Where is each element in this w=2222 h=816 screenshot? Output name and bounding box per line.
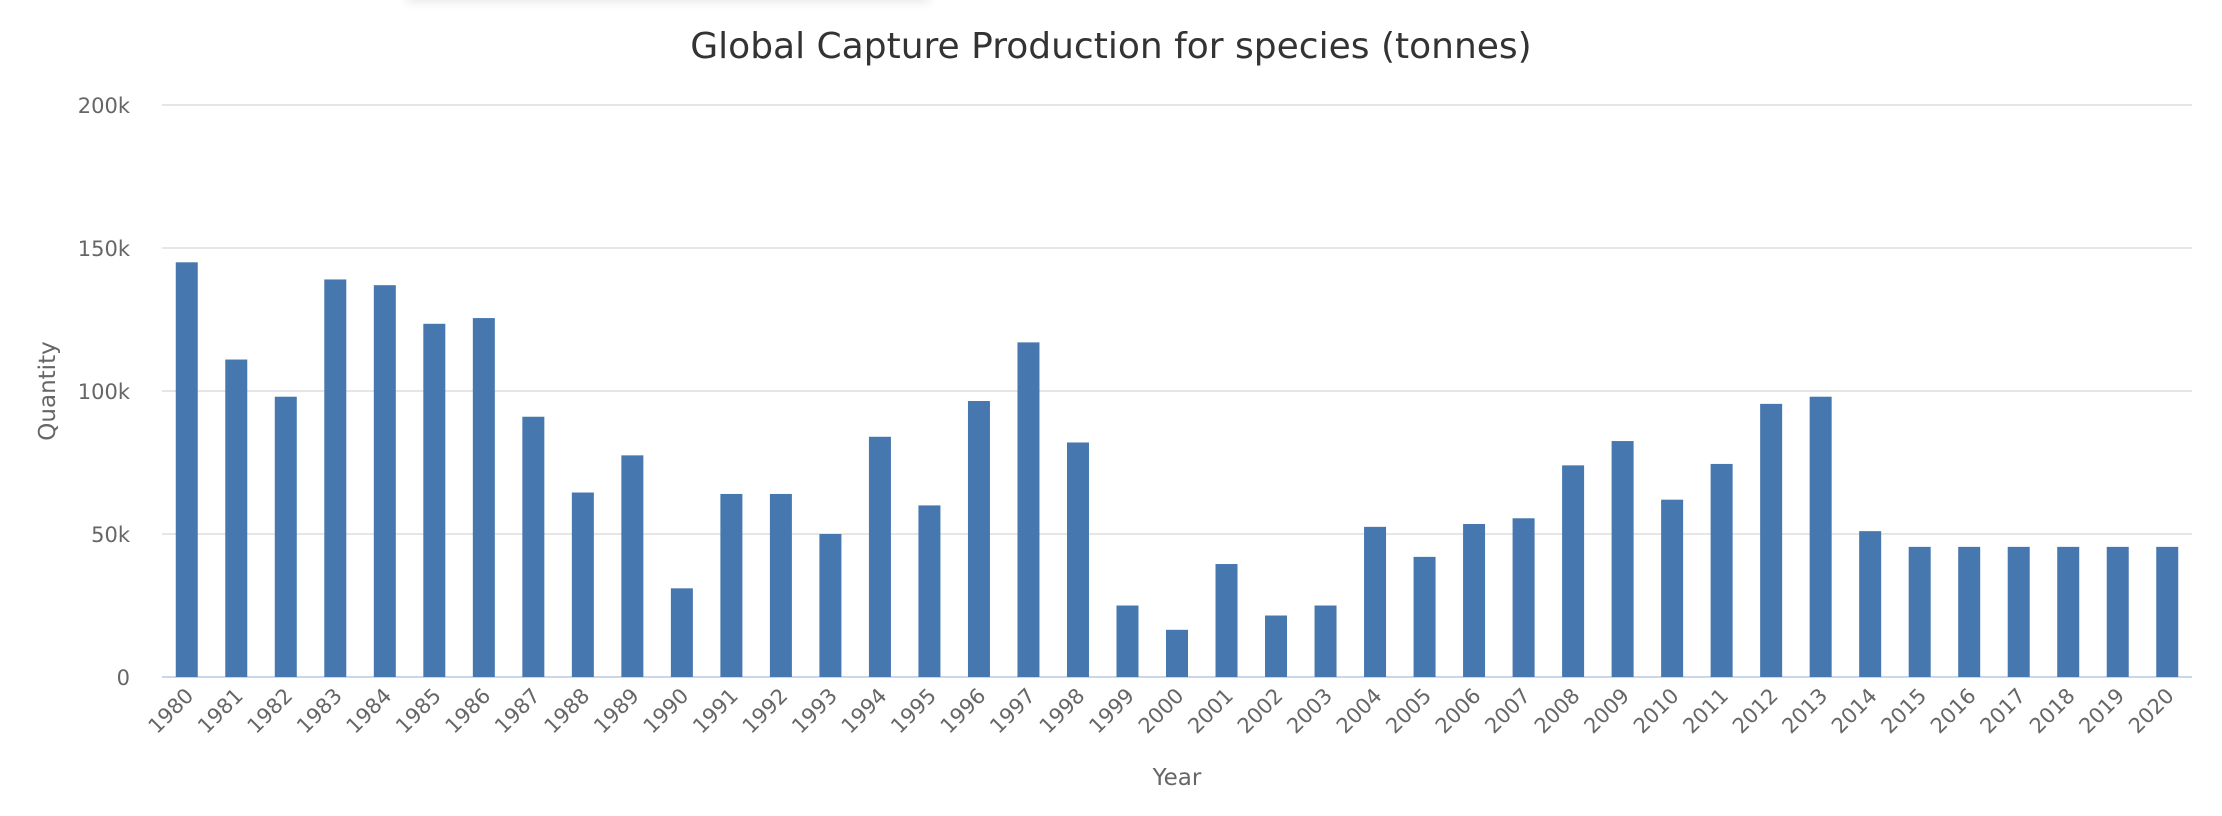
x-tick-label: 2009 (1579, 684, 1634, 739)
x-tick-label: 1988 (540, 684, 595, 739)
x-tick-label: 1987 (490, 684, 545, 739)
y-tick-label: 200k (78, 94, 131, 118)
y-axis-title: Quantity (35, 341, 61, 440)
y-axis: 0 50k 100k 150k 200k (78, 94, 131, 690)
bar-1996 (967, 401, 990, 677)
bar-1992 (769, 493, 792, 677)
x-tick-label: 1998 (1035, 684, 1090, 739)
bar-1998 (1066, 442, 1089, 677)
x-tick-label: 2013 (1777, 684, 1832, 739)
bar-2018 (2057, 546, 2080, 677)
bar-1999 (1116, 605, 1139, 677)
bar-2005 (1413, 556, 1436, 677)
grid-lines (162, 104, 2192, 678)
chart-title: Global Capture Production for species (t… (690, 26, 1531, 67)
x-tick-label: 2003 (1282, 684, 1337, 739)
bar-2001 (1215, 564, 1238, 677)
bar-2012 (1760, 403, 1783, 677)
x-tick-label: 1984 (342, 684, 397, 739)
x-tick-label: 1986 (441, 684, 496, 739)
bar-1990 (670, 588, 693, 677)
bar-1981 (225, 359, 248, 677)
x-tick-label: 2011 (1678, 684, 1733, 739)
x-tick-label: 2007 (1480, 684, 1535, 739)
x-tick-label: 2005 (1381, 684, 1436, 739)
x-tick-label: 1982 (243, 684, 298, 739)
bar-2006 (1463, 523, 1486, 677)
x-tick-label: 2019 (2074, 684, 2129, 739)
bar-1993 (819, 534, 842, 677)
x-tick-label: 1990 (639, 684, 694, 739)
bar-2003 (1314, 605, 1337, 677)
bar-1987 (522, 416, 545, 677)
bar-2004 (1364, 526, 1387, 677)
bar-1991 (720, 493, 743, 677)
x-tick-label: 1993 (787, 684, 842, 739)
bar-1989 (621, 455, 644, 677)
x-tick-label: 2000 (1134, 684, 1189, 739)
bar-2011 (1710, 463, 1733, 677)
x-tick-label: 2008 (1530, 684, 1585, 739)
y-tick-label: 0 (117, 666, 130, 690)
bar-2008 (1562, 465, 1585, 677)
x-tick-label: 1985 (391, 684, 446, 739)
bar-1983 (324, 279, 347, 677)
x-tick-label: 2018 (2025, 684, 2080, 739)
y-tick-label: 100k (78, 380, 131, 404)
bar-2013 (1809, 396, 1832, 677)
x-tick-label: 1980 (144, 684, 199, 739)
x-tick-label: 2006 (1431, 684, 1486, 739)
x-tick-label: 2014 (1827, 684, 1882, 739)
bar-2007 (1512, 518, 1535, 677)
x-tick-label: 2012 (1728, 684, 1783, 739)
bar-1980 (175, 262, 198, 677)
y-tick-label: 150k (78, 237, 131, 261)
x-tick-label: 2002 (1233, 684, 1288, 739)
bar-1994 (868, 436, 891, 677)
bar-1986 (472, 318, 495, 677)
x-tick-label: 2017 (1975, 684, 2030, 739)
bar-2009 (1611, 441, 1634, 677)
x-tick-label: 1981 (193, 684, 248, 739)
bar-2015 (1908, 546, 1931, 677)
x-tick-label: 1991 (688, 684, 743, 739)
x-tick-label: 2004 (1332, 684, 1387, 739)
bar-2014 (1859, 531, 1882, 677)
x-tick-label: 1999 (1084, 684, 1139, 739)
bar-1988 (571, 492, 594, 677)
x-tick-label: 1989 (589, 684, 644, 739)
x-tick-label: 1994 (837, 684, 892, 739)
bar-series (175, 262, 2179, 677)
x-tick-label: 2020 (2124, 684, 2179, 739)
bar-1997 (1017, 342, 1040, 677)
bar-1995 (918, 505, 941, 677)
x-tick-label: 2010 (1629, 684, 1684, 739)
bar-1985 (423, 323, 446, 677)
x-axis-title: Year (1152, 765, 1202, 791)
y-tick-label: 50k (91, 523, 131, 547)
x-tick-label: 1995 (886, 684, 941, 739)
x-axis: 1980198119821983198419851986198719881989… (144, 684, 2179, 739)
x-tick-label: 1996 (936, 684, 991, 739)
x-tick-label: 1992 (738, 684, 793, 739)
x-tick-label: 1997 (985, 684, 1040, 739)
bar-2020 (2156, 546, 2179, 677)
bar-2002 (1265, 615, 1288, 677)
bar-2017 (2007, 546, 2030, 677)
bar-2019 (2106, 546, 2129, 677)
x-tick-label: 2015 (1876, 684, 1931, 739)
bar-2010 (1661, 499, 1684, 677)
bar-2000 (1166, 629, 1188, 677)
x-tick-label: 2001 (1183, 684, 1238, 739)
x-tick-label: 2016 (1926, 684, 1981, 739)
bar-1984 (373, 285, 396, 677)
bar-1982 (274, 396, 297, 677)
x-tick-label: 1983 (292, 684, 347, 739)
bar-2016 (1958, 546, 1981, 677)
